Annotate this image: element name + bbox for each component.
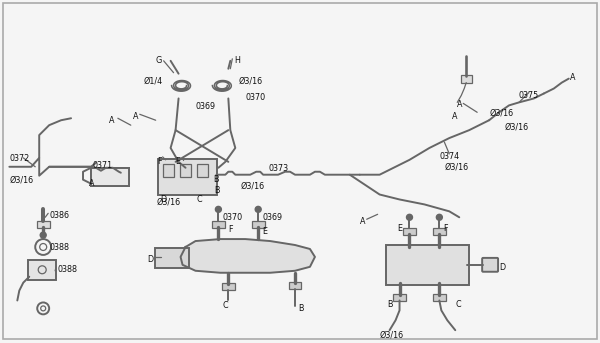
- Text: D: D: [161, 196, 167, 204]
- Circle shape: [436, 214, 442, 220]
- FancyBboxPatch shape: [482, 258, 498, 272]
- FancyBboxPatch shape: [222, 283, 235, 290]
- Text: B: B: [298, 305, 304, 314]
- Circle shape: [40, 232, 46, 238]
- Text: G: G: [155, 56, 162, 65]
- Text: H: H: [235, 56, 240, 65]
- FancyBboxPatch shape: [461, 75, 472, 83]
- Text: A: A: [457, 100, 463, 109]
- Text: 0370: 0370: [245, 93, 265, 102]
- FancyBboxPatch shape: [37, 221, 50, 228]
- Text: 0388: 0388: [49, 243, 69, 252]
- FancyBboxPatch shape: [91, 168, 129, 186]
- Text: Ø3/16: Ø3/16: [445, 163, 469, 172]
- FancyBboxPatch shape: [163, 164, 174, 177]
- Text: E: E: [176, 157, 181, 166]
- FancyBboxPatch shape: [91, 168, 129, 186]
- Circle shape: [407, 214, 412, 220]
- Text: 0373: 0373: [268, 164, 288, 173]
- Text: 0369: 0369: [262, 213, 283, 222]
- Text: A: A: [360, 217, 365, 226]
- Text: A: A: [452, 112, 458, 121]
- Text: Ø3/16: Ø3/16: [10, 176, 34, 185]
- Text: Ø3/16: Ø3/16: [157, 198, 181, 206]
- Text: 0375: 0375: [519, 91, 539, 99]
- Text: C: C: [196, 196, 202, 204]
- FancyBboxPatch shape: [386, 245, 469, 285]
- Polygon shape: [181, 239, 315, 273]
- Circle shape: [255, 206, 261, 212]
- Text: C: C: [455, 300, 461, 309]
- FancyBboxPatch shape: [212, 221, 225, 228]
- Text: Ø1/4: Ø1/4: [144, 76, 163, 86]
- Text: B: B: [214, 175, 219, 184]
- FancyBboxPatch shape: [180, 164, 191, 177]
- Text: A: A: [570, 73, 575, 82]
- Text: 0386: 0386: [49, 211, 69, 220]
- Text: Ø3/16: Ø3/16: [240, 182, 265, 191]
- Text: D: D: [499, 263, 505, 272]
- Text: B: B: [388, 300, 393, 309]
- Text: Ø3/16: Ø3/16: [489, 108, 513, 117]
- Text: Ø3/16: Ø3/16: [238, 76, 262, 86]
- FancyBboxPatch shape: [393, 294, 406, 301]
- Text: F: F: [158, 157, 162, 166]
- Text: 0388: 0388: [57, 265, 77, 274]
- Text: F: F: [443, 224, 448, 233]
- Text: F: F: [229, 225, 233, 234]
- FancyBboxPatch shape: [289, 282, 301, 289]
- FancyBboxPatch shape: [158, 159, 217, 194]
- Text: A: A: [89, 179, 94, 188]
- Text: Ø3/16: Ø3/16: [504, 122, 528, 131]
- Text: 0372: 0372: [10, 154, 29, 163]
- FancyBboxPatch shape: [197, 164, 208, 177]
- Text: 0374: 0374: [439, 152, 460, 161]
- Text: A: A: [109, 116, 115, 125]
- Text: B: B: [214, 186, 220, 194]
- FancyBboxPatch shape: [433, 294, 446, 301]
- Text: E: E: [398, 224, 403, 233]
- Circle shape: [215, 206, 221, 212]
- FancyBboxPatch shape: [433, 228, 446, 235]
- Text: 0369: 0369: [196, 103, 215, 111]
- FancyBboxPatch shape: [28, 260, 56, 280]
- Text: 0371: 0371: [93, 161, 113, 170]
- Text: D: D: [148, 255, 154, 264]
- FancyBboxPatch shape: [252, 221, 265, 228]
- Text: Ø3/16: Ø3/16: [380, 330, 404, 339]
- Text: A: A: [133, 112, 138, 121]
- Text: 0370: 0370: [223, 213, 242, 222]
- FancyBboxPatch shape: [155, 248, 188, 268]
- Text: C: C: [223, 301, 228, 310]
- FancyBboxPatch shape: [403, 228, 416, 235]
- Text: E: E: [262, 227, 267, 236]
